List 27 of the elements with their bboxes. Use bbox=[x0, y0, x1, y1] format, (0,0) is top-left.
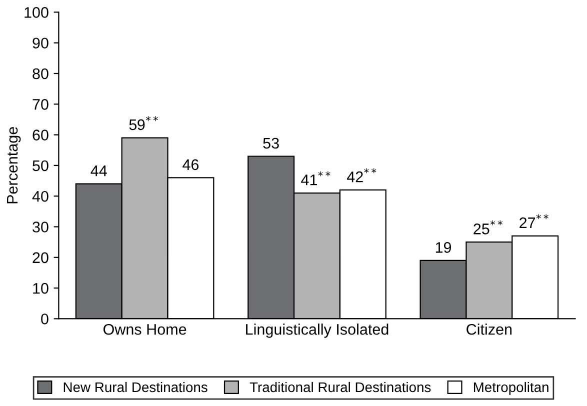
data-label: 53 bbox=[263, 138, 279, 149]
x-tick-label: Owns Home bbox=[103, 324, 186, 335]
legend-label: Traditional Rural Destinations bbox=[250, 382, 431, 392]
y-tick-label: 10 bbox=[33, 282, 48, 294]
data-label: 25$^{**}$ bbox=[474, 220, 502, 234]
y-tick-label: 70 bbox=[32, 99, 48, 110]
y-tick-label: 60 bbox=[32, 130, 48, 140]
data-label: 19 bbox=[436, 242, 452, 253]
x-tick-label: Citizen bbox=[466, 324, 512, 335]
data-label: 42$^{**}$ bbox=[346, 168, 376, 182]
data-label: 46 bbox=[182, 159, 199, 170]
legend-label: Metropolitan bbox=[474, 382, 548, 395]
data-label: 59$^{**}$ bbox=[129, 116, 158, 130]
y-tick-label: 100 bbox=[24, 7, 48, 18]
y-tick-label: 30 bbox=[32, 222, 48, 232]
y-tick-label: 40 bbox=[32, 190, 48, 202]
legend-label: New Rural Destinations bbox=[64, 382, 208, 392]
y-tick-label: 0 bbox=[41, 314, 48, 324]
y-tick-label: 20 bbox=[32, 252, 48, 264]
data-label: 27$^{**}$ bbox=[520, 214, 548, 228]
y-tick-label: 50 bbox=[32, 160, 48, 172]
x-tick-label: Linguistically Isolated bbox=[246, 324, 388, 338]
y-tick-label: 90 bbox=[32, 38, 48, 49]
data-label: 41$^{**}$ bbox=[301, 171, 330, 186]
y-tick-label: 80 bbox=[32, 68, 48, 80]
y-axis-title: Percentage bbox=[7, 127, 21, 204]
data-label: 44 bbox=[90, 166, 107, 176]
